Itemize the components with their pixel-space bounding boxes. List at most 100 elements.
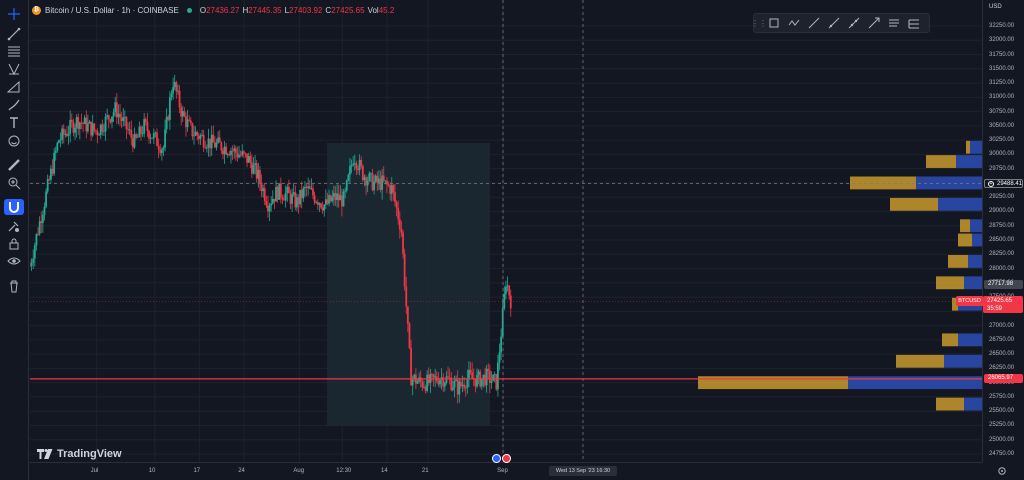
candle-body — [350, 164, 353, 167]
trash-tool-button[interactable] — [4, 278, 24, 294]
candle-body — [384, 180, 387, 182]
candle-body — [283, 199, 285, 201]
candle-body — [284, 192, 287, 201]
path-icon — [788, 19, 800, 26]
candle-body — [416, 381, 419, 384]
symbol-title[interactable]: Bitcoin / U.S. Dollar · 1h · COINBASE — [45, 5, 179, 15]
add-alert-icon[interactable]: + — [988, 181, 994, 188]
price-axis[interactable]: USD 32250.00 32000.00 31750.00 31500.00 3125… — [982, 0, 1024, 462]
price-tick-label: 29250.00 — [989, 194, 1015, 201]
candle-body — [181, 111, 184, 117]
candle-body — [103, 131, 105, 133]
volume-profile-up-bar — [890, 197, 938, 211]
candle-body — [191, 123, 194, 137]
volume-profile-up-bar — [960, 219, 970, 233]
economic-events-badge[interactable] — [492, 454, 512, 464]
candle-body — [310, 188, 313, 190]
last-price-value: 27425.65 — [987, 298, 1013, 305]
volume-profile-down-bar — [848, 376, 982, 390]
arrow-icon — [868, 17, 880, 29]
candle-body — [132, 137, 134, 148]
ohlc-value: 27436.27 — [206, 5, 240, 15]
candle-body — [128, 129, 131, 131]
magnet-tool-button[interactable] — [4, 199, 24, 215]
candle-body — [305, 186, 308, 189]
candle-body — [358, 159, 361, 170]
pattern-tool-button[interactable] — [4, 61, 24, 77]
fib-tool-button[interactable] — [4, 43, 24, 59]
candle-body — [376, 175, 379, 183]
brush-tool-button[interactable] — [4, 97, 24, 113]
candle-body — [141, 133, 144, 135]
trend-line-draw-button[interactable] — [804, 14, 824, 32]
tradingview-logo[interactable]: TradingView — [37, 448, 122, 460]
candle-body — [255, 163, 258, 179]
trend-line-icon — [808, 17, 820, 29]
lock-tool-button[interactable] — [4, 236, 24, 252]
rectangle-draw-button[interactable] — [764, 14, 784, 32]
candle-body — [260, 182, 263, 192]
candle-body — [398, 219, 401, 230]
settings-gear-icon[interactable] — [997, 466, 1007, 476]
text-tool-button[interactable] — [4, 115, 24, 131]
candle-body — [157, 145, 160, 150]
ray-draw-button[interactable] — [824, 14, 844, 32]
emoji-tool-button[interactable] — [4, 133, 24, 149]
candle-body — [231, 150, 234, 152]
time-axis[interactable]: Jul 10 17 24 Aug 12:30 14 21 Sep — [30, 462, 982, 480]
candle-body — [67, 133, 70, 136]
candle-body — [112, 112, 115, 117]
candle-body — [199, 135, 202, 140]
candle-body — [82, 123, 84, 125]
candle-body — [228, 154, 231, 156]
candle-body — [35, 234, 38, 246]
regression-draw-button[interactable] — [904, 14, 924, 32]
trend-line-tool-button[interactable] — [4, 26, 24, 42]
volume-profile-up-bar — [698, 376, 848, 390]
volume-profile-up-bar — [936, 276, 964, 290]
prediction-tool-button[interactable] — [4, 79, 24, 95]
date-range-highlight[interactable] — [327, 142, 490, 426]
ohlc-label: Vol — [367, 5, 379, 15]
arrow-draw-button[interactable] — [864, 14, 884, 32]
candle-body — [408, 323, 411, 348]
candle-body — [249, 156, 252, 163]
candle-body — [130, 129, 133, 138]
parallel-channel-draw-button[interactable] — [884, 14, 904, 32]
currency-label[interactable]: USD — [989, 4, 1002, 10]
path-draw-button[interactable] — [784, 14, 804, 32]
zoom-tool-button[interactable] — [4, 175, 24, 191]
candle-body — [267, 205, 269, 212]
candle-body — [493, 374, 496, 375]
candle-body — [120, 117, 123, 121]
candle-body — [111, 116, 113, 123]
candle-body — [127, 129, 129, 131]
eye-tool-button[interactable] — [4, 253, 24, 269]
candle-body — [426, 374, 429, 391]
candle-body — [316, 202, 319, 205]
volume-profile-up-bar — [850, 176, 916, 190]
magnet-icon — [9, 202, 19, 213]
crosshair-tool-button[interactable] — [4, 6, 24, 22]
candle-body — [268, 205, 271, 212]
candle-body — [442, 377, 445, 387]
candle-body — [451, 387, 454, 391]
ruler-tool-button[interactable] — [4, 157, 24, 173]
candle-body — [62, 128, 65, 135]
candle-body — [387, 184, 390, 186]
candle-body — [461, 384, 464, 387]
candle-body — [106, 115, 109, 117]
candle-body — [64, 133, 67, 135]
extended-line-draw-button[interactable] — [844, 14, 864, 32]
candle-body — [487, 368, 490, 371]
candle-body — [458, 381, 461, 395]
candle-body — [148, 131, 150, 139]
volume-profile-up-bar — [896, 354, 944, 368]
candle-body — [276, 186, 279, 200]
lock-drawings-tool-button[interactable] — [4, 218, 24, 234]
price-chart[interactable] — [30, 0, 982, 462]
drag-handle[interactable]: ⋮⋮ — [751, 18, 767, 28]
candle-body — [70, 119, 73, 123]
candle-body — [501, 308, 504, 337]
candle-body — [107, 115, 110, 120]
